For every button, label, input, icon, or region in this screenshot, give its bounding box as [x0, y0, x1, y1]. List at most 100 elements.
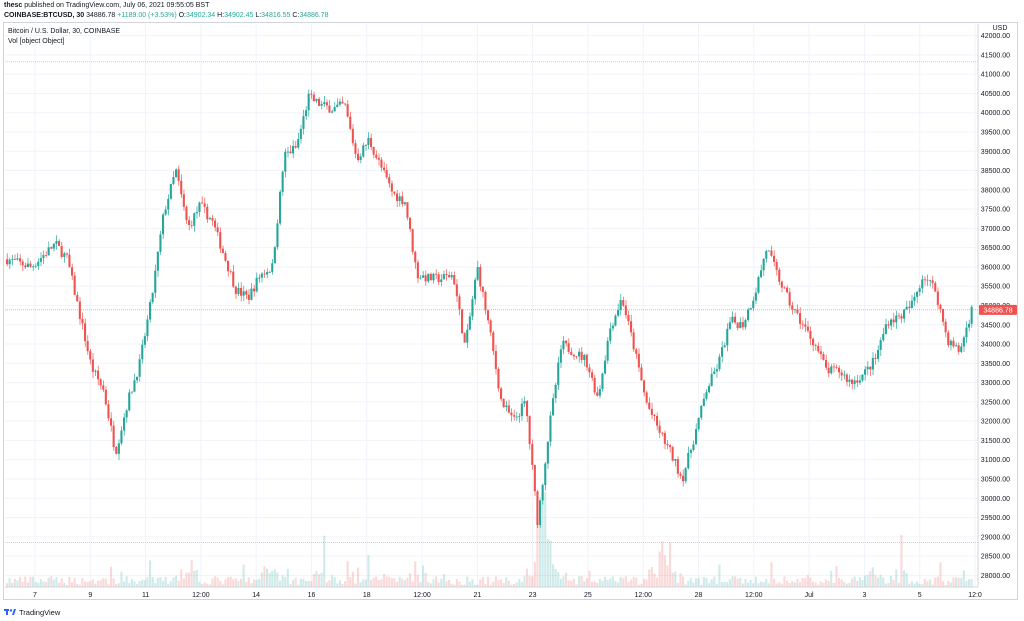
volume-bar — [845, 583, 848, 587]
candle-body — [575, 356, 578, 358]
volume-bar — [419, 582, 422, 587]
volume-bar — [180, 569, 183, 587]
candle-body — [554, 384, 557, 399]
volume-bar — [752, 583, 755, 587]
candle-body — [697, 417, 700, 430]
candle-body — [45, 255, 48, 256]
candle-body — [546, 441, 549, 464]
candle-body — [32, 266, 35, 268]
candle-body — [195, 211, 198, 214]
candle-body — [838, 367, 841, 373]
candle-body — [255, 277, 258, 292]
candle-body — [182, 194, 185, 207]
volume-bar — [393, 578, 396, 587]
candle-body — [245, 291, 248, 295]
candle-body — [858, 380, 861, 383]
candle-body — [328, 105, 331, 113]
candle-body — [757, 277, 760, 293]
price-tick-label: 42000.00 — [981, 33, 1010, 40]
candle-body — [307, 93, 310, 111]
volume-bar — [515, 582, 518, 587]
candle-body — [617, 310, 620, 316]
volume-bar — [871, 567, 874, 587]
candle-body — [744, 320, 747, 328]
candle-body — [458, 296, 461, 310]
candle-body — [796, 309, 799, 314]
volume-bar — [892, 579, 895, 587]
candle-body — [258, 277, 261, 279]
volume-bar — [507, 580, 510, 587]
candle-body — [424, 275, 427, 282]
candle-body — [193, 213, 196, 226]
candle-body — [606, 340, 609, 361]
low-label: L: — [255, 12, 262, 19]
candle-body — [34, 265, 37, 267]
volume-bar — [411, 581, 414, 587]
candle-body — [268, 272, 271, 273]
candle-body — [65, 253, 68, 255]
candle-body — [762, 258, 765, 271]
candle-body — [297, 139, 300, 148]
candle-body — [73, 275, 76, 295]
candle-body — [146, 319, 149, 337]
time-tick-label: 9 — [88, 592, 92, 599]
volume-bar — [650, 566, 653, 587]
candle-body — [871, 357, 874, 370]
volume-bar — [505, 577, 508, 587]
candle-body — [203, 203, 206, 207]
candle-body — [570, 351, 573, 355]
volume-bar — [622, 578, 625, 587]
candle-body — [130, 391, 133, 393]
time-tick-label: 12:00 — [192, 592, 210, 599]
tradingview-logo-icon — [4, 609, 16, 615]
volume-bar — [658, 551, 661, 587]
volume-bar — [923, 578, 926, 587]
volume-bar — [825, 579, 828, 587]
candle-body — [533, 464, 536, 492]
volume-bar — [739, 577, 742, 587]
candle-body — [778, 269, 781, 282]
candle-body — [929, 280, 932, 282]
time-tick-label: 21 — [473, 592, 481, 599]
candle-body — [429, 273, 432, 281]
candle-body — [801, 323, 804, 325]
candle-body — [897, 315, 900, 317]
volume-bar — [557, 572, 560, 587]
candle-body — [292, 145, 295, 154]
volume-bar — [315, 571, 318, 587]
volume-bar — [741, 583, 744, 587]
candle-body — [567, 343, 570, 352]
candle-body — [416, 262, 419, 279]
chart-legend-title: Bitcoin / U.S. Dollar, 30, COINBASE — [8, 28, 121, 35]
candle-body — [900, 316, 903, 319]
candle-body — [585, 354, 588, 368]
footer[interactable]: TradingView — [4, 606, 60, 618]
time-tick-label: 11 — [142, 592, 149, 599]
volume-bar — [554, 568, 557, 587]
candle-body — [154, 270, 157, 293]
volume-bar — [814, 582, 817, 587]
footer-brand: TradingView — [19, 607, 61, 617]
candle-body — [188, 220, 191, 225]
price-tick-label: 35500.00 — [981, 284, 1010, 291]
candle-body — [767, 250, 770, 252]
volume-bar — [450, 583, 453, 587]
volume-legend: Vol [object Object] — [8, 38, 65, 45]
candle-body — [949, 340, 952, 346]
volume-bar — [253, 579, 256, 587]
time-tick-label: 25 — [584, 592, 592, 599]
volume-bar — [513, 583, 516, 587]
volume-bar — [247, 577, 250, 587]
volume-bar — [185, 572, 188, 587]
publish-text: published on TradingView.com, July 06, 2… — [24, 2, 210, 9]
price-tick-label: 34500.00 — [981, 322, 1010, 329]
candle-body — [957, 345, 960, 352]
candle-body — [541, 484, 544, 501]
volume-bar — [328, 580, 331, 587]
candle-body — [247, 294, 250, 300]
volume-bar — [78, 584, 81, 587]
volume-bar — [661, 541, 664, 587]
volume-bar — [242, 564, 245, 587]
candle-body — [749, 308, 752, 310]
